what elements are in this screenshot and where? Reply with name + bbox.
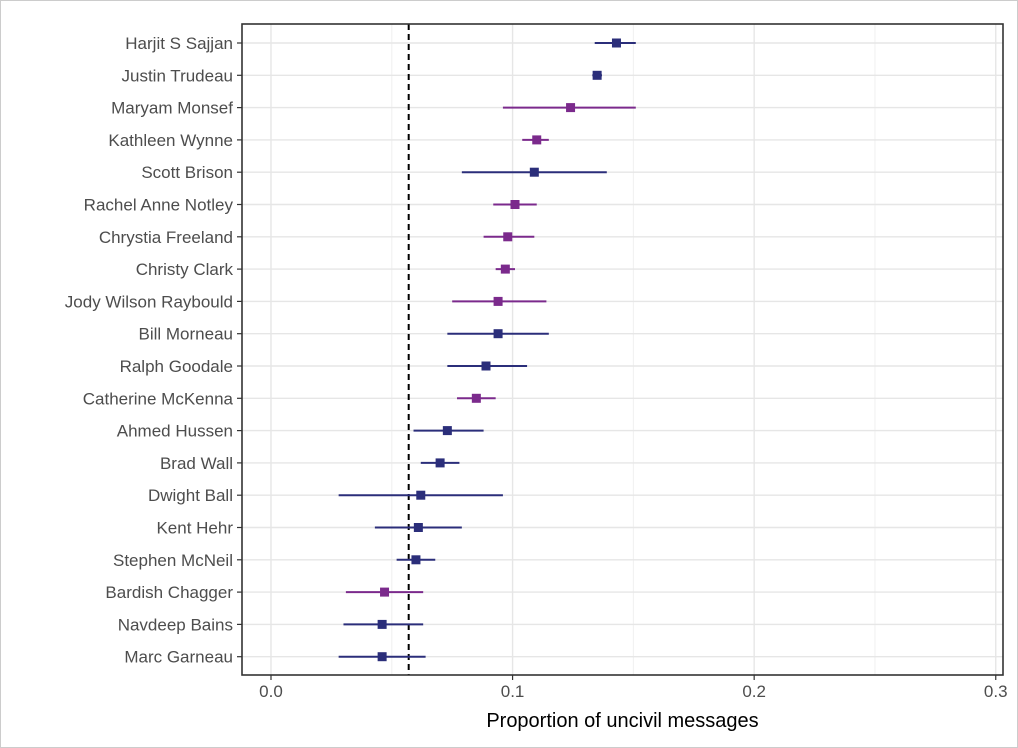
x-tick-label: 0.0 (259, 682, 283, 701)
x-axis-title: Proportion of uncivil messages (486, 710, 758, 732)
point-estimate (377, 619, 387, 629)
y-tick-label: Christy Clark (136, 260, 234, 279)
y-tick-label: Kent Hehr (156, 519, 233, 538)
point-estimate (377, 652, 387, 662)
y-tick-labels: Harjit S Sajjan Justin Trudeau Maryam Mons… (65, 34, 242, 667)
y-tick-label: Rachel Anne Notley (84, 196, 234, 215)
point-ranges (338, 38, 636, 662)
point-estimate (481, 361, 491, 371)
y-tick-label: Jody Wilson Raybould (65, 292, 233, 311)
point-estimate (493, 296, 503, 306)
y-tick-label: Marc Garneau (124, 648, 233, 667)
y-tick-label: Ralph Goodale (120, 357, 233, 376)
point-estimate (592, 70, 602, 80)
y-tick-label: Kathleen Wynne (108, 131, 233, 150)
y-tick-label: Bardish Chagger (105, 583, 233, 602)
point-estimate (566, 103, 576, 113)
point-estimate (442, 426, 452, 436)
x-tick-label: 0.1 (501, 682, 525, 701)
point-estimate (471, 393, 481, 403)
point-estimate (500, 264, 510, 274)
y-tick-label: Catherine McKenna (83, 389, 234, 408)
x-tick-label: 0.2 (742, 682, 766, 701)
y-tick-label: Chrystia Freeland (99, 228, 233, 247)
point-estimate (532, 135, 542, 145)
point-estimate (435, 458, 445, 468)
point-estimate (413, 523, 423, 532)
y-tick-label: Harjit S Sajjan (125, 34, 233, 53)
y-tick-label: Dwight Ball (148, 486, 233, 505)
point-estimate (510, 200, 520, 209)
y-tick-label: Maryam Monsef (111, 99, 233, 118)
y-tick-label: Navdeep Bains (118, 615, 233, 634)
point-estimate (411, 555, 421, 565)
x-axis: 0.0 0.1 0.2 0.3 (259, 675, 1008, 701)
y-tick-label: Ahmed Hussen (117, 422, 233, 441)
point-estimate (503, 232, 513, 242)
point-estimate (611, 38, 621, 48)
point-estimate (529, 167, 539, 177)
point-estimate (416, 490, 426, 500)
y-tick-label: Bill Morneau (139, 325, 234, 344)
point-estimate (380, 587, 390, 597)
panel-border (241, 23, 1004, 676)
y-tick-label: Brad Wall (160, 454, 233, 473)
y-tick-label: Scott Brison (141, 163, 233, 182)
point-estimate (493, 329, 503, 339)
y-tick-label: Stephen McNeil (113, 551, 233, 570)
x-tick-label: 0.3 (984, 682, 1008, 701)
y-tick-label: Justin Trudeau (121, 66, 233, 85)
